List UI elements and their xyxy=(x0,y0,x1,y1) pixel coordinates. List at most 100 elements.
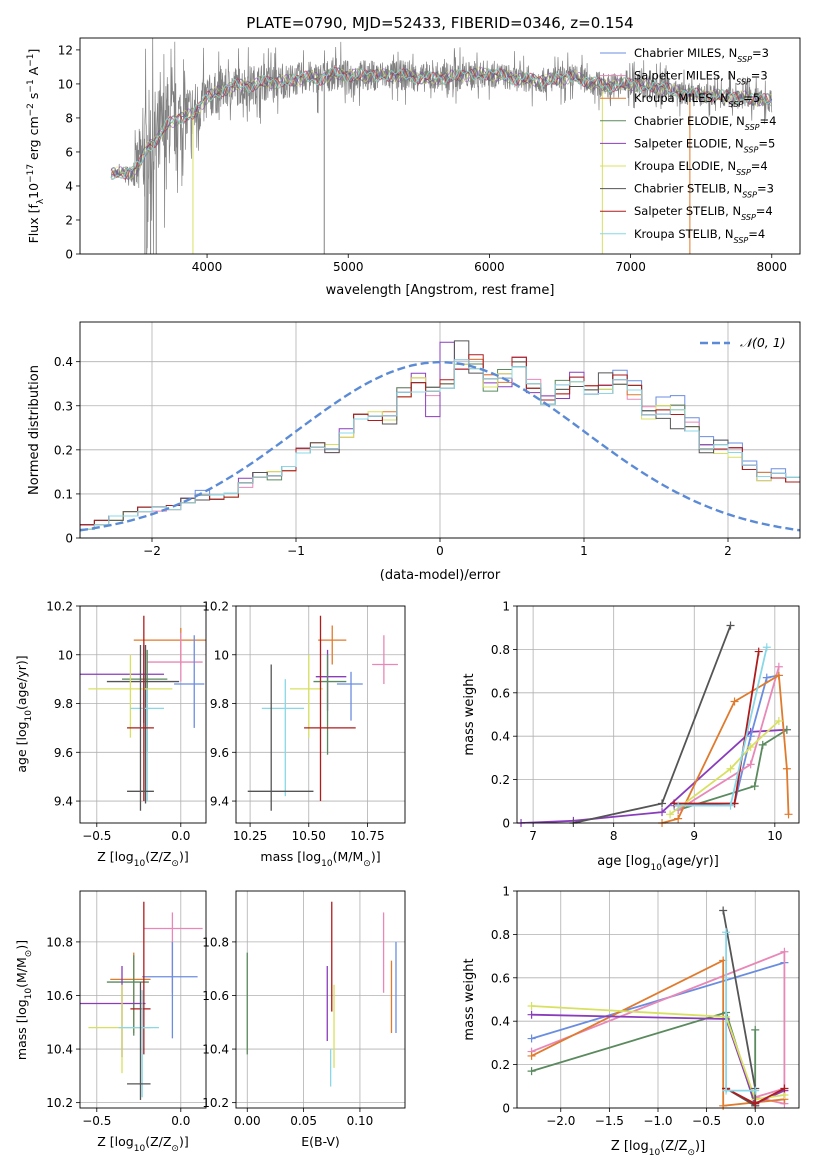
weight-series-line xyxy=(722,910,757,1108)
axes-frame xyxy=(235,890,406,1109)
y-tick-label: 0 xyxy=(65,532,73,546)
x-tick-label: 10.75 xyxy=(350,829,384,843)
legend-entry: Chabrier ELODIE, NSSP=4 xyxy=(634,114,776,132)
x-axis-label: Z [log10(Z/Z⊙)] xyxy=(611,1139,705,1158)
y-tick-label: 0.4 xyxy=(54,355,73,369)
x-tick-label: −2 xyxy=(143,544,161,558)
weight-point-marker xyxy=(730,697,739,706)
weight-point-marker xyxy=(746,732,755,741)
mass-vs-metallicity-panel: −0.5 0.0 10.2 10.4 10.6 10.8 Z [log10(Z/Z⊙)] ma… xyxy=(14,890,207,1154)
weight-point-marker xyxy=(751,1086,760,1095)
x-tick-label: 2 xyxy=(724,544,732,558)
x-tick-label: 10.50 xyxy=(292,829,326,843)
mass-vs-extinction-panel: 0.00 0.05 0.10 10.2 10.4 10.6 10.8 E(B-V) xyxy=(202,890,406,1149)
x-tick-label: 0.05 xyxy=(290,1114,317,1128)
weight-point-marker xyxy=(719,1101,728,1110)
y-tick-label: 0.2 xyxy=(491,1058,510,1072)
y-tick-label: 0 xyxy=(65,248,73,262)
x-tick-label: 7000 xyxy=(615,260,646,274)
legend-entry: Salpeter ELODIE, NSSP=5 xyxy=(634,136,775,154)
model-spectrum-line xyxy=(110,67,773,180)
weight-point-marker xyxy=(762,643,771,652)
weight-point-marker xyxy=(784,810,793,819)
weight-series-line xyxy=(531,961,785,1040)
weight-point-marker xyxy=(758,740,767,749)
y-tick-label: 10 xyxy=(58,648,73,662)
x-tick-label: −1.0 xyxy=(643,1114,672,1128)
x-axis-label: wavelength [Angstrom, rest frame] xyxy=(326,283,555,298)
x-tick-label: 10 xyxy=(767,829,782,843)
weight-point-marker xyxy=(726,764,735,773)
y-tick-label: 0.8 xyxy=(491,928,510,942)
y-tick-label: 10 xyxy=(58,77,73,91)
legend-entry: Kroupa STELIB, NSSP=4 xyxy=(634,227,765,245)
spectrum-legend: Chabrier MILES, NSSP=3 Salpeter MILES, NS… xyxy=(600,46,776,244)
y-tick-label: 10.6 xyxy=(202,989,229,1003)
histogram-series xyxy=(80,359,800,538)
age-vs-mass-panel: 10.25 10.50 10.75 9.4 9.6 9.8 10 10.2 mass [log1… xyxy=(202,600,406,869)
y-tick-label: 1 xyxy=(502,885,510,899)
x-tick-label: −0.5 xyxy=(82,829,111,843)
y-tick-label: 9.6 xyxy=(54,746,73,760)
y-tick-label: 9.8 xyxy=(54,697,73,711)
weight-point-marker xyxy=(750,782,759,791)
weight-point-marker xyxy=(774,671,783,680)
weight-point-marker xyxy=(666,810,675,819)
y-axis-label: Normed distribution xyxy=(27,365,42,495)
legend-entry: Kroupa ELODIE, NSSP=4 xyxy=(634,159,768,177)
y-tick-label: 0.4 xyxy=(491,730,510,744)
y-tick-label: 4 xyxy=(65,179,73,193)
y-tick-label: 9.8 xyxy=(210,697,229,711)
weight-point-marker xyxy=(751,1025,760,1034)
plot-area xyxy=(80,606,206,823)
weight-point-marker xyxy=(726,801,735,810)
model-spectrum-line xyxy=(110,67,772,179)
weight-point-marker xyxy=(774,662,783,671)
y-tick-label: 0.1 xyxy=(54,487,73,501)
weight-point-marker xyxy=(782,764,791,773)
weight-point-marker xyxy=(674,814,683,823)
weight-vs-age-panel: 7 8 9 10 0 0.2 0.4 0.6 0.8 1 age [log10(age/yr)] ma… xyxy=(462,600,800,873)
x-tick-label: 4000 xyxy=(192,260,223,274)
y-tick-label: 10.2 xyxy=(46,1096,73,1110)
axes-frame xyxy=(235,605,406,824)
weight-point-marker xyxy=(670,799,679,808)
x-axis-label: (data-model)/error xyxy=(380,568,501,583)
x-tick-label: 7 xyxy=(529,829,537,843)
weight-point-marker xyxy=(527,1034,536,1043)
y-axis-label: age [log10(age/yr)] xyxy=(14,655,34,772)
weight-point-marker xyxy=(722,928,731,937)
x-tick-label: −1.5 xyxy=(595,1114,624,1128)
axes-frame xyxy=(516,605,800,824)
weight-point-marker xyxy=(780,1084,789,1093)
y-tick-label: 0.2 xyxy=(491,773,510,787)
grid xyxy=(236,891,405,1108)
weight-point-marker xyxy=(527,1067,536,1076)
y-tick-label: 10.2 xyxy=(202,600,229,614)
y-tick-label: 0.2 xyxy=(54,443,73,457)
weight-series-line xyxy=(531,1005,785,1101)
legend-entry: Salpeter STELIB, NSSP=4 xyxy=(634,204,773,222)
model-spectrum-line xyxy=(110,67,773,180)
y-tick-label: 6 xyxy=(65,145,73,159)
legend-entry: Chabrier STELIB, NSSP=3 xyxy=(634,182,774,200)
grid xyxy=(80,891,206,1108)
x-tick-label: −0.5 xyxy=(692,1114,721,1128)
x-axis-label: Z [log10(Z/Z⊙)] xyxy=(97,1134,188,1154)
legend-entry: Kroupa MILES, NSSP=5 xyxy=(634,91,760,109)
weight-point-marker xyxy=(527,1010,536,1019)
y-axis-label: mass weight xyxy=(462,673,477,755)
y-tick-label: 0.8 xyxy=(491,643,510,657)
y-tick-label: 0.3 xyxy=(54,399,73,413)
y-tick-label: 10.6 xyxy=(46,989,73,1003)
x-axis-label: age [log10(age/yr)] xyxy=(597,854,719,873)
axes-frame xyxy=(516,890,800,1109)
residual-histogram-panel: −2 −1 0 1 2 0 0.1 0.2 0.3 0.4 𝒩(0, 1) (data-model)/… xyxy=(27,321,801,583)
y-tick-label: 0 xyxy=(502,817,510,831)
y-tick-label: 10.8 xyxy=(202,935,229,949)
model-spectrum-line xyxy=(110,67,773,180)
y-axis-label: mass weight xyxy=(462,958,477,1040)
x-tick-label: 0.00 xyxy=(234,1114,261,1128)
x-tick-label: 8000 xyxy=(756,260,787,274)
